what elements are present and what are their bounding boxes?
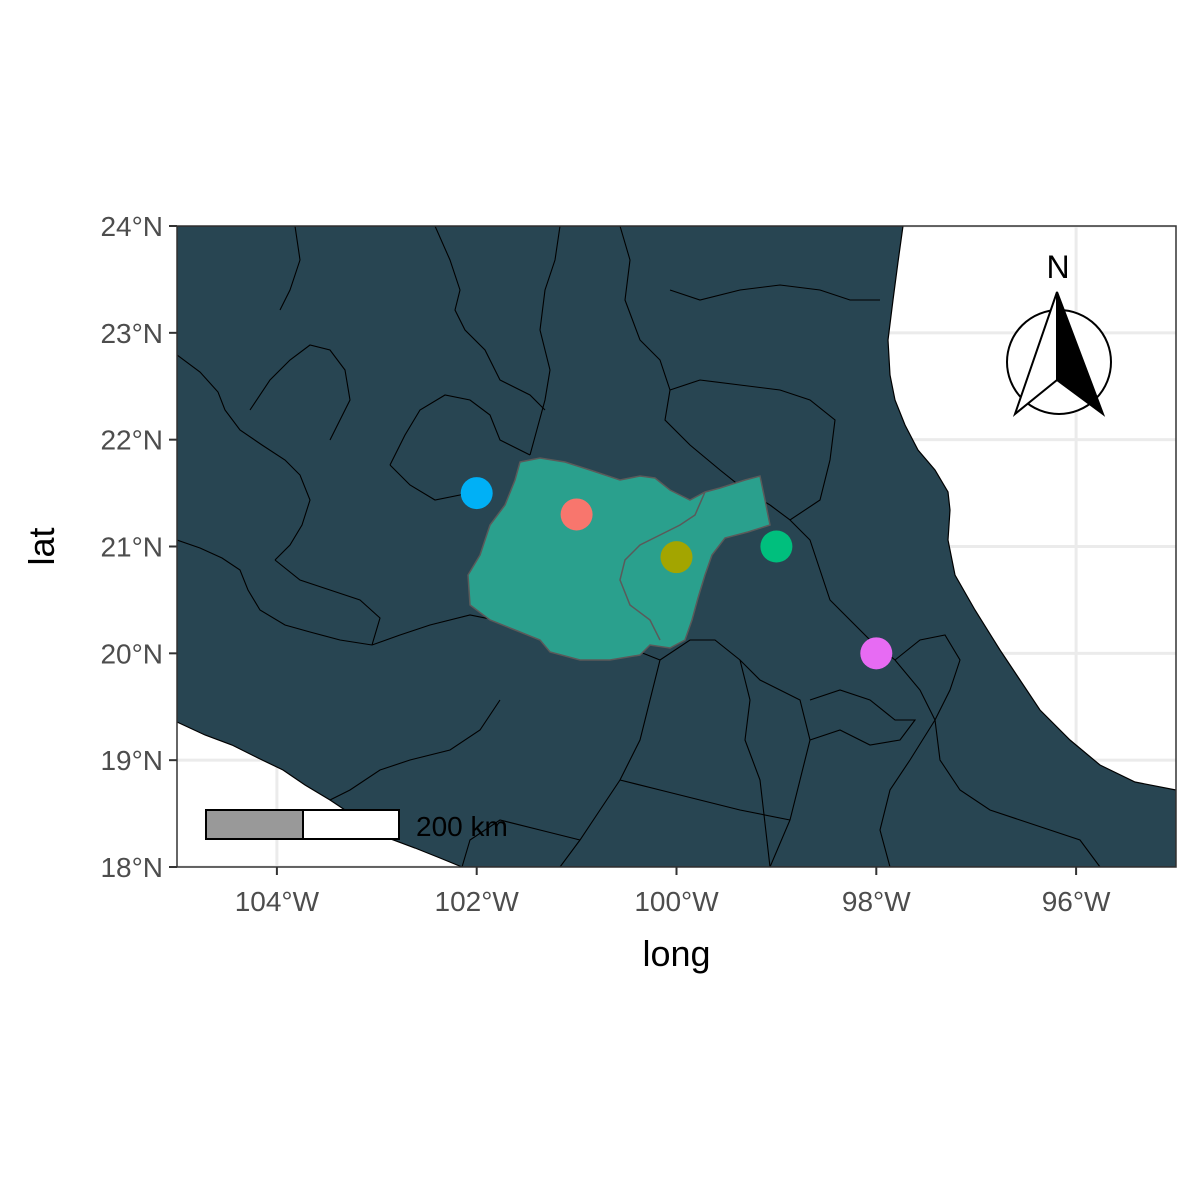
data-point-2 bbox=[760, 530, 793, 563]
data-point-1 bbox=[660, 541, 693, 574]
y-tick-label-1: 19°N bbox=[100, 745, 163, 776]
data-point-4 bbox=[860, 637, 893, 670]
y-tick-label-5: 23°N bbox=[100, 318, 163, 349]
x-tick-label-4: 96°W bbox=[1042, 886, 1111, 917]
y-axis: 18°N 19°N 20°N 21°N 22°N 23°N 24°N bbox=[100, 211, 177, 883]
points-layer bbox=[460, 477, 893, 670]
y-tick-label-3: 21°N bbox=[100, 532, 163, 563]
scale-bar-light-segment bbox=[302, 809, 400, 840]
north-arrow-label: N bbox=[1046, 249, 1069, 285]
scale-bar: 200 km bbox=[205, 809, 508, 842]
y-tick-label-0: 18°N bbox=[100, 852, 163, 883]
y-axis-title: lat bbox=[21, 527, 62, 565]
map-panel bbox=[177, 226, 1176, 867]
x-tick-label-2: 100°W bbox=[634, 886, 719, 917]
y-tick-label-2: 20°N bbox=[100, 638, 163, 669]
x-axis-title: long bbox=[642, 933, 710, 974]
x-tick-label-0: 104°W bbox=[235, 886, 320, 917]
y-tick-label-6: 24°N bbox=[100, 211, 163, 242]
highlight-region bbox=[467, 457, 771, 661]
highlight-region-inner-border bbox=[619, 491, 706, 641]
x-axis: 104°W 102°W 100°W 98°W 96°W bbox=[235, 867, 1111, 917]
x-tick-label-3: 98°W bbox=[842, 886, 911, 917]
state-borders bbox=[177, 226, 1101, 867]
y-tick-label-4: 22°N bbox=[100, 425, 163, 456]
scale-bar-label: 200 km bbox=[416, 811, 508, 842]
north-arrow: N bbox=[1006, 249, 1112, 417]
x-tick-label-1: 102°W bbox=[435, 886, 520, 917]
scale-bar-dark-segment bbox=[205, 809, 304, 840]
north-arrow-right-half bbox=[1056, 291, 1106, 417]
data-point-3 bbox=[460, 477, 493, 510]
data-point-0 bbox=[560, 498, 593, 531]
